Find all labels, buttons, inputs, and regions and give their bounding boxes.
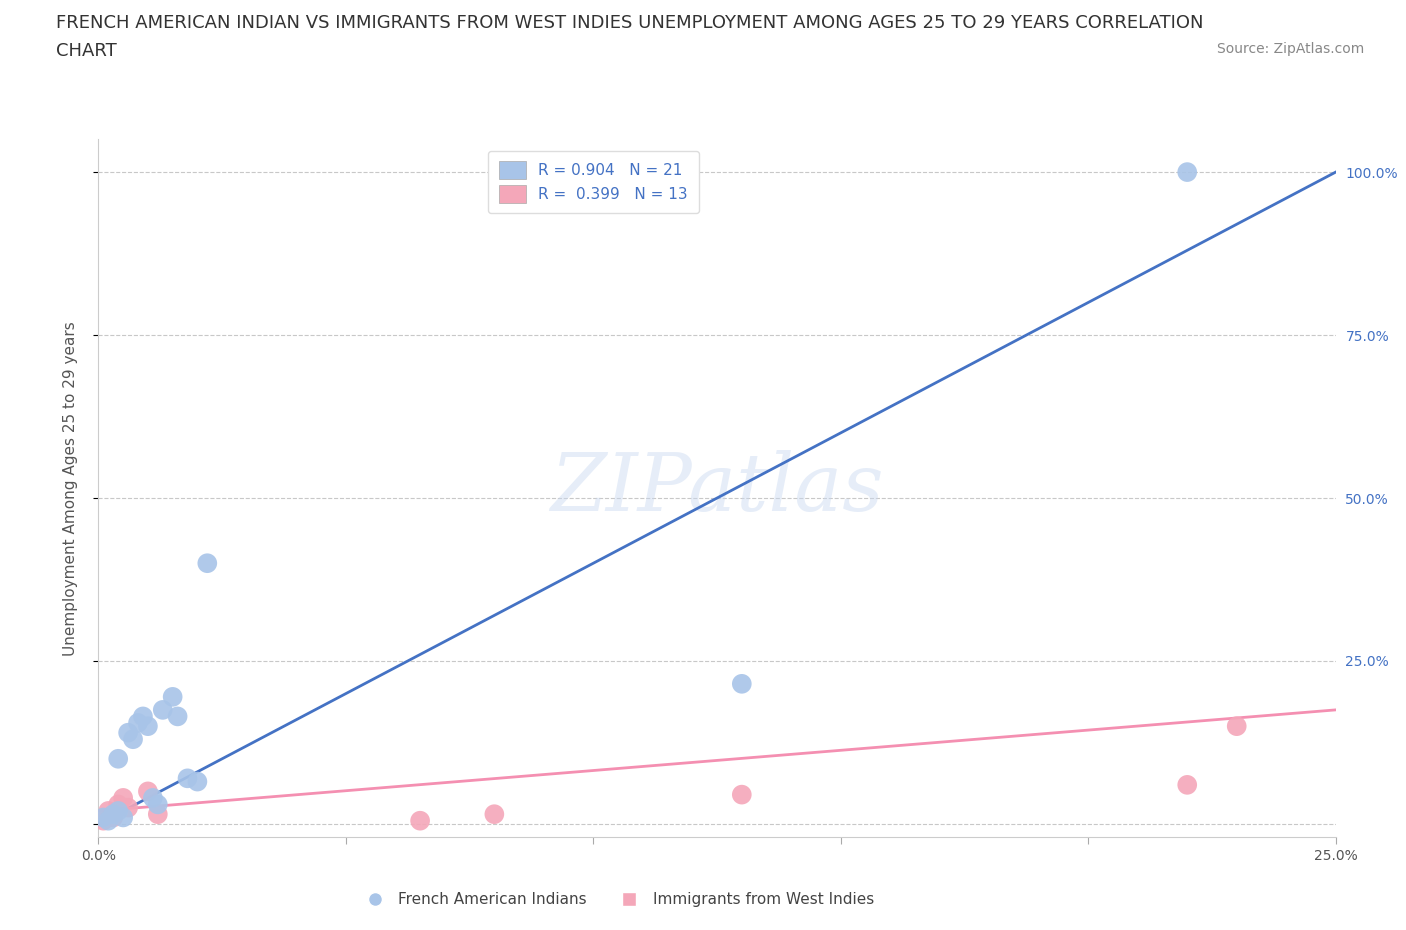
Point: [117, 800, 139, 815]
Point: [127, 715, 149, 730]
Point: [195, 556, 218, 571]
Point: [146, 797, 169, 812]
Point: [152, 702, 174, 717]
Point: [107, 797, 129, 812]
Text: FRENCH AMERICAN INDIAN VS IMMIGRANTS FROM WEST INDIES UNEMPLOYMENT AMONG AGES 25: FRENCH AMERICAN INDIAN VS IMMIGRANTS FRO…: [56, 14, 1204, 32]
Point: [93, 813, 115, 828]
Point: [136, 719, 159, 734]
Point: [484, 806, 506, 821]
Point: [1175, 165, 1198, 179]
Point: [136, 784, 159, 799]
Point: [186, 774, 208, 789]
Point: [122, 732, 145, 747]
Point: [97, 813, 120, 828]
Text: ZIPatlas: ZIPatlas: [550, 449, 884, 527]
Y-axis label: Unemployment Among Ages 25 to 29 years: Unemployment Among Ages 25 to 29 years: [63, 321, 77, 656]
Point: [166, 709, 188, 724]
Point: [1226, 719, 1249, 734]
Point: [107, 804, 129, 818]
Point: [93, 810, 115, 825]
Text: CHART: CHART: [56, 42, 117, 60]
Legend: R = 0.904   N = 21, R =  0.399   N = 13: R = 0.904 N = 21, R = 0.399 N = 13: [488, 151, 699, 213]
Point: [107, 751, 129, 766]
Point: [731, 676, 754, 691]
Point: [132, 709, 155, 724]
Point: [103, 810, 125, 825]
Point: [112, 810, 135, 825]
Point: [409, 813, 432, 828]
Legend: French American Indians, Immigrants from West Indies: French American Indians, Immigrants from…: [357, 886, 880, 913]
Point: [97, 804, 120, 818]
Point: [117, 725, 139, 740]
Point: [142, 790, 165, 805]
Point: [1175, 777, 1198, 792]
Text: Source: ZipAtlas.com: Source: ZipAtlas.com: [1216, 42, 1364, 56]
Point: [176, 771, 198, 786]
Point: [162, 689, 184, 704]
Point: [146, 806, 169, 821]
Point: [731, 787, 754, 802]
Point: [103, 806, 125, 821]
Point: [112, 790, 135, 805]
